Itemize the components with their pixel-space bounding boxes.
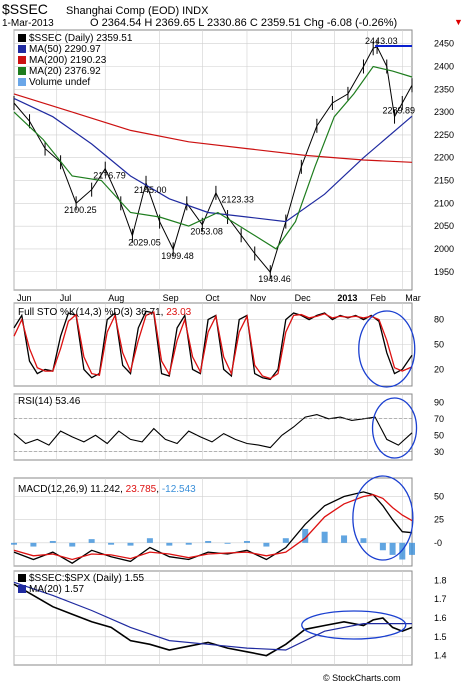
- y-tick-label: 1.6: [434, 613, 447, 623]
- price-annotation: 1949.46: [258, 274, 291, 284]
- price-annotation: 2145.00: [134, 185, 167, 195]
- legend-swatch-ma20: [18, 67, 26, 75]
- sto-legend-part: 36.71: [136, 307, 161, 318]
- price-annotation: 2289.89: [383, 106, 416, 116]
- legend-label-ratio-ratio: $SSEC:$SPX (Daily) 1.55: [29, 573, 144, 584]
- x-tick-label: Dec: [295, 293, 312, 303]
- macd-legend-part: -12.543: [162, 484, 196, 495]
- y-tick-label: 1.4: [434, 651, 447, 661]
- y-tick-label: 1.5: [434, 632, 447, 642]
- price-annotation: 2176.79: [93, 170, 126, 180]
- macd-hist-bar: [108, 543, 114, 545]
- y-tick-label: 2300: [434, 107, 454, 117]
- legend-swatch-ssec: [18, 34, 26, 42]
- y-tick-label: 1.8: [434, 575, 447, 585]
- y-tick-label: -0: [434, 538, 442, 548]
- legend-swatch-ma50: [18, 45, 26, 53]
- y-tick-label: 70: [434, 414, 444, 424]
- macd-hist-bar: [380, 543, 386, 550]
- macd-hist-bar: [322, 532, 328, 543]
- macd-hist-bar: [341, 535, 347, 542]
- price-annotation: 2443.03: [365, 36, 398, 46]
- macd-hist-bar: [225, 543, 231, 544]
- x-tick-label: Nov: [250, 293, 267, 303]
- macd-hist-bar: [147, 538, 153, 543]
- legend-swatch-ma20: [18, 585, 26, 593]
- y-tick-label: 1.7: [434, 594, 447, 604]
- x-tick-label: Jun: [17, 293, 32, 303]
- x-tick-label: Aug: [108, 293, 124, 303]
- price-annotation: 2053.08: [190, 227, 223, 237]
- sto-legend: Full STO %K(14,3) %D(3) 36.71, 23.03: [18, 307, 192, 318]
- price-annotation: 1999.48: [161, 251, 194, 261]
- y-tick-label: 1950: [434, 267, 454, 277]
- macd-hist-bar: [89, 539, 95, 543]
- legend-swatch-ma200: [18, 56, 26, 64]
- macd-hist-bar: [127, 543, 133, 546]
- legend-label-ma200: MA(200) 2190.23: [29, 55, 107, 66]
- legend-swatch-vol: [18, 78, 26, 86]
- legend-label-ma20: MA(20) 2376.92: [29, 66, 101, 77]
- y-tick-label: 25: [434, 515, 444, 525]
- legend-label-ssec: $SSEC (Daily) 2359.51: [29, 33, 133, 44]
- macd-hist-bar: [263, 543, 269, 547]
- legend-label-ma50: MA(50) 2290.97: [29, 44, 101, 55]
- x-tick-label: Sep: [163, 293, 179, 303]
- y-tick-label: 2400: [434, 61, 454, 71]
- y-tick-label: 30: [434, 447, 444, 457]
- macd-hist-bar: [50, 541, 56, 543]
- y-tick-label: 2000: [434, 244, 454, 254]
- y-tick-label: 20: [434, 364, 444, 374]
- sto-legend-part: 23.03: [166, 307, 191, 318]
- macd-hist-bar: [205, 541, 211, 543]
- legend-label-vol: Volume undef: [29, 77, 90, 88]
- macd-hist-bar: [69, 543, 75, 547]
- macd-hist-bar: [30, 543, 36, 547]
- macd-hist-bar: [11, 543, 17, 545]
- y-tick-label: 80: [434, 315, 444, 325]
- x-tick-label: Jul: [60, 293, 72, 303]
- macd-legend-part: 11.242: [90, 484, 120, 495]
- macd-hist-bar: [409, 543, 415, 555]
- macd-legend-part: 23.785: [126, 484, 157, 495]
- y-tick-label: 90: [434, 397, 444, 407]
- x-tick-label: Oct: [205, 293, 220, 303]
- x-tick-label: 2013: [337, 293, 357, 303]
- y-tick-label: 2100: [434, 198, 454, 208]
- y-tick-label: 2050: [434, 221, 454, 231]
- y-tick-label: 2450: [434, 39, 454, 49]
- x-tick-label: Feb: [370, 293, 386, 303]
- y-tick-label: 2350: [434, 84, 454, 94]
- y-tick-label: 50: [434, 492, 444, 502]
- y-tick-label: 2250: [434, 130, 454, 140]
- x-tick-label: Mar: [405, 293, 421, 303]
- macd-hist-bar: [244, 541, 250, 543]
- legend-label-ratio-ma20: MA(20) 1.57: [29, 584, 84, 595]
- macd-hist-bar: [360, 538, 366, 543]
- macd-legend-part: MACD(12,26,9): [18, 484, 90, 495]
- macd-hist-bar: [166, 543, 172, 546]
- macd-legend: MACD(12,26,9) 11.242, 23.785, -12.543: [18, 484, 196, 495]
- sto-legend-part: Full STO %K(14,3) %D(3): [18, 307, 136, 318]
- y-tick-label: 50: [434, 430, 444, 440]
- legend-swatch-ratio: [18, 574, 26, 582]
- macd-hist-bar: [399, 543, 405, 560]
- y-tick-label: 2150: [434, 176, 454, 186]
- price-annotation: 2123.33: [221, 195, 254, 205]
- rsi-legend: RSI(14) 53.46: [18, 396, 81, 407]
- macd-hist-bar: [283, 538, 289, 543]
- macd-hist-bar: [186, 543, 192, 545]
- price-annotation: 2029.05: [128, 238, 161, 248]
- price-annotation: 2100.25: [64, 205, 97, 215]
- y-tick-label: 2200: [434, 153, 454, 163]
- y-tick-label: 50: [434, 340, 444, 350]
- macd-hist-bar: [390, 543, 396, 555]
